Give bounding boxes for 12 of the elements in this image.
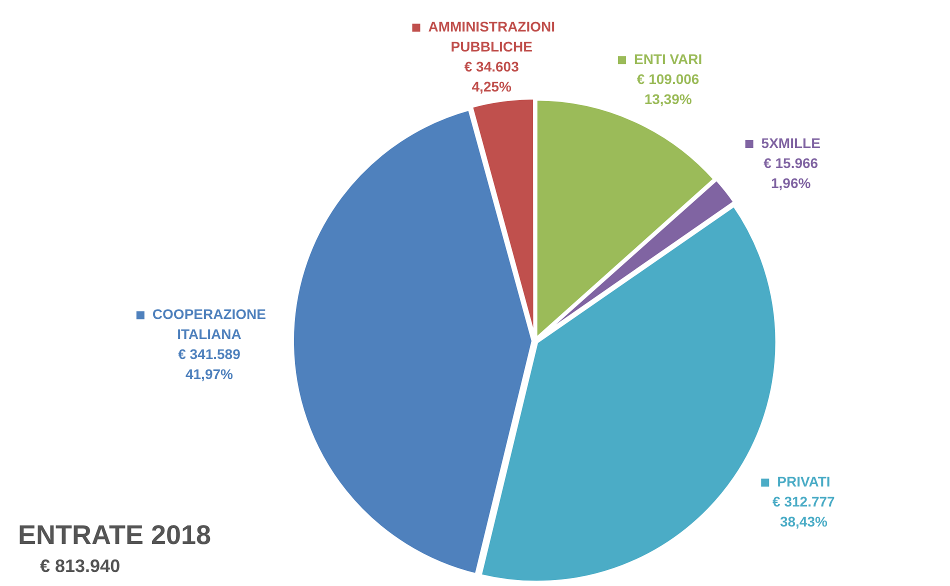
data-label: € 15.966 1,96% [764,154,818,191]
legend-label: ENTI VARI [634,50,702,67]
data-label: € 34.603 4,25% [464,58,520,95]
data-label: € 341.589 41,97% [178,346,241,382]
data-label: € 109.006 13,39% [636,70,700,107]
legend-label: 5XMILLE [761,134,820,151]
text: € 813.940 [40,556,120,577]
legend-label: PRIVATI [777,474,830,490]
text: ENTRATE 2018 [18,520,212,551]
legend-label: COOPERAZIONE ITALIANA [152,306,266,342]
legend-label: AMMINISTRAZIONI PUBBLICHE [428,18,555,55]
data-label: € 312.777 38,43% [772,494,836,530]
